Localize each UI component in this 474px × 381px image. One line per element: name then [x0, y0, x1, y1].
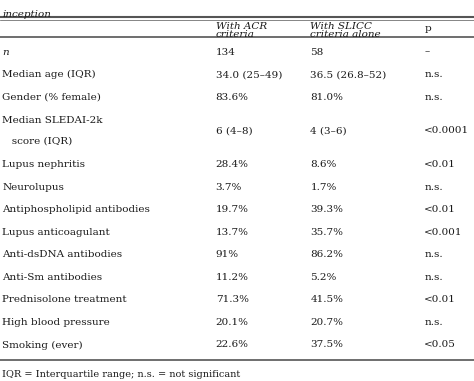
- Text: Lupus nephritis: Lupus nephritis: [2, 160, 85, 169]
- Text: n.s.: n.s.: [424, 273, 443, 282]
- Text: inception: inception: [2, 10, 51, 19]
- Text: n.s.: n.s.: [424, 318, 443, 327]
- Text: <0.01: <0.01: [424, 295, 456, 304]
- Text: criteria: criteria: [216, 30, 255, 40]
- Text: Gender (% female): Gender (% female): [2, 93, 101, 102]
- Text: 4 (3–6): 4 (3–6): [310, 126, 347, 135]
- Text: 86.2%: 86.2%: [310, 250, 344, 259]
- Text: 39.3%: 39.3%: [310, 205, 344, 214]
- Text: 19.7%: 19.7%: [216, 205, 249, 214]
- Text: High blood pressure: High blood pressure: [2, 318, 110, 327]
- Text: 8.6%: 8.6%: [310, 160, 337, 169]
- Text: 71.3%: 71.3%: [216, 295, 249, 304]
- Text: Median SLEDAI-2k: Median SLEDAI-2k: [2, 116, 103, 125]
- Text: Prednisolone treatment: Prednisolone treatment: [2, 295, 127, 304]
- Text: n: n: [2, 48, 9, 56]
- Text: n.s.: n.s.: [424, 183, 443, 192]
- Text: Anti-Sm antibodies: Anti-Sm antibodies: [2, 273, 102, 282]
- Text: IQR = Interquartile range; n.s. = not significant: IQR = Interquartile range; n.s. = not si…: [2, 370, 241, 379]
- Text: <0.01: <0.01: [424, 160, 456, 169]
- Text: 22.6%: 22.6%: [216, 341, 249, 349]
- Text: Anti-dsDNA antibodies: Anti-dsDNA antibodies: [2, 250, 122, 259]
- Text: With ACR: With ACR: [216, 22, 267, 31]
- Text: 81.0%: 81.0%: [310, 93, 344, 102]
- Text: 41.5%: 41.5%: [310, 295, 344, 304]
- Text: score (IQR): score (IQR): [2, 136, 73, 146]
- Text: Neurolupus: Neurolupus: [2, 183, 64, 192]
- Text: 83.6%: 83.6%: [216, 93, 249, 102]
- Text: Smoking (ever): Smoking (ever): [2, 340, 83, 349]
- Text: –: –: [424, 48, 429, 56]
- Text: 134: 134: [216, 48, 236, 56]
- Text: n.s.: n.s.: [424, 93, 443, 102]
- Text: 6 (4–8): 6 (4–8): [216, 126, 252, 135]
- Text: <0.01: <0.01: [424, 205, 456, 214]
- Text: 20.7%: 20.7%: [310, 318, 344, 327]
- Text: 58: 58: [310, 48, 324, 56]
- Text: Lupus anticoagulant: Lupus anticoagulant: [2, 228, 110, 237]
- Text: 3.7%: 3.7%: [216, 183, 242, 192]
- Text: p: p: [424, 24, 431, 33]
- Text: n.s.: n.s.: [424, 70, 443, 79]
- Text: 91%: 91%: [216, 250, 239, 259]
- Text: With SLICC: With SLICC: [310, 22, 373, 31]
- Text: 5.2%: 5.2%: [310, 273, 337, 282]
- Text: <0.001: <0.001: [424, 228, 463, 237]
- Text: 20.1%: 20.1%: [216, 318, 249, 327]
- Text: 36.5 (26.8–52): 36.5 (26.8–52): [310, 70, 387, 79]
- Text: 28.4%: 28.4%: [216, 160, 249, 169]
- Text: <0.0001: <0.0001: [424, 126, 469, 135]
- Text: Median age (IQR): Median age (IQR): [2, 70, 96, 79]
- Text: criteria alone: criteria alone: [310, 30, 381, 40]
- Text: Antiphospholipid antibodies: Antiphospholipid antibodies: [2, 205, 150, 214]
- Text: 13.7%: 13.7%: [216, 228, 249, 237]
- Text: 34.0 (25–49): 34.0 (25–49): [216, 70, 282, 79]
- Text: n.s.: n.s.: [424, 250, 443, 259]
- Text: 1.7%: 1.7%: [310, 183, 337, 192]
- Text: 11.2%: 11.2%: [216, 273, 249, 282]
- Text: 35.7%: 35.7%: [310, 228, 344, 237]
- Text: <0.05: <0.05: [424, 341, 456, 349]
- Text: 37.5%: 37.5%: [310, 341, 344, 349]
